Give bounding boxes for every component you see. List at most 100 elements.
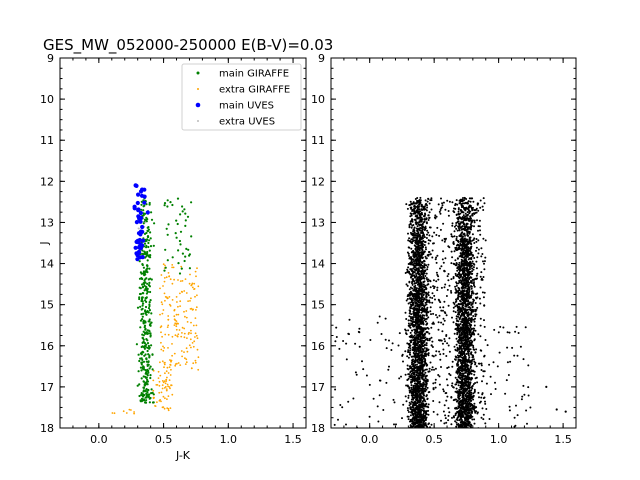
star-point (467, 354, 470, 357)
star-point (458, 224, 461, 227)
star-point (419, 344, 422, 347)
star-point (418, 224, 421, 227)
star-point (466, 222, 468, 225)
star-point (420, 296, 423, 299)
star-point (458, 202, 461, 205)
star-point (419, 281, 422, 284)
right-plot-area (333, 196, 567, 432)
star-point (417, 352, 420, 355)
main-giraffe-point (147, 395, 150, 398)
star-point (474, 363, 477, 366)
star-point (471, 306, 474, 309)
extra-giraffe-point (161, 387, 164, 390)
star-point (413, 367, 416, 370)
star-point (456, 368, 459, 371)
star-point (473, 320, 476, 323)
star-point (408, 288, 411, 291)
star-point (423, 387, 426, 390)
star-point (418, 244, 421, 247)
star-point (468, 401, 471, 404)
main-uves-point (137, 237, 142, 243)
star-point (425, 303, 428, 306)
star-point (415, 430, 417, 432)
main-giraffe-point (146, 229, 149, 232)
star-point (426, 322, 429, 325)
star-point (459, 299, 461, 302)
star-point (411, 261, 414, 264)
extra-giraffe-point (179, 364, 182, 366)
star-point (426, 233, 428, 236)
extra-giraffe-point (194, 295, 196, 298)
star-point (456, 349, 459, 352)
legend-frame (181, 63, 302, 131)
extra-giraffe-point (167, 395, 170, 397)
star-point (423, 260, 426, 263)
main-giraffe-point (171, 256, 174, 259)
star-point (414, 234, 417, 237)
star-point (410, 400, 413, 403)
main-giraffe-point (148, 249, 151, 252)
star-point (464, 282, 467, 285)
main-giraffe-point (181, 205, 184, 208)
star-point (421, 369, 424, 372)
star-point (415, 325, 418, 328)
star-point (410, 381, 413, 384)
left-x-axis-label: J-K (175, 449, 191, 462)
star-point (423, 347, 426, 349)
star-point (428, 339, 431, 342)
star-point (463, 345, 466, 348)
star-point (411, 375, 414, 377)
main-giraffe-point (139, 305, 142, 308)
star-point (463, 199, 466, 202)
main-giraffe-point (141, 263, 144, 267)
star-point (420, 272, 423, 275)
star-point (468, 236, 471, 239)
star-point (412, 398, 415, 401)
main-giraffe-point (142, 222, 145, 225)
star-point (428, 332, 431, 335)
star-point (418, 273, 421, 275)
star-point (425, 395, 428, 398)
star-point (463, 294, 466, 297)
star-point (422, 300, 425, 302)
star-point (416, 241, 419, 244)
extra-giraffe-point (185, 310, 188, 312)
extra-giraffe-point (169, 278, 172, 281)
star-point (411, 210, 414, 212)
star-point (468, 393, 471, 395)
star-point (424, 208, 427, 211)
extra-giraffe-point (167, 407, 170, 410)
star-point (470, 353, 473, 356)
star-point (461, 410, 464, 413)
extra-giraffe-point (180, 350, 183, 352)
star-point (424, 227, 427, 230)
main-giraffe-point (150, 392, 153, 395)
star-point (461, 287, 464, 290)
main-giraffe-point (138, 394, 141, 398)
main-giraffe-point (145, 357, 148, 360)
star-point (455, 381, 458, 384)
extra-giraffe-point (168, 366, 171, 368)
star-point (463, 249, 466, 252)
star-point (466, 321, 469, 324)
star-point (470, 311, 473, 314)
extra-giraffe-point (187, 300, 190, 302)
extra-giraffe-point (193, 340, 196, 343)
extra-giraffe-point (194, 332, 197, 335)
star-point (412, 239, 415, 242)
star-point (416, 243, 419, 246)
star-point (421, 389, 424, 392)
extra-giraffe-point (163, 347, 166, 349)
star-point (413, 260, 415, 263)
star-point (423, 244, 426, 246)
star-point (412, 404, 414, 407)
star-point (409, 351, 411, 354)
star-point (455, 406, 458, 409)
star-point (417, 320, 420, 323)
star-point (470, 429, 472, 431)
y-tick-label: 18 (40, 422, 54, 435)
main-uves-point (139, 193, 145, 198)
star-point (425, 405, 428, 408)
star-point (421, 376, 424, 379)
